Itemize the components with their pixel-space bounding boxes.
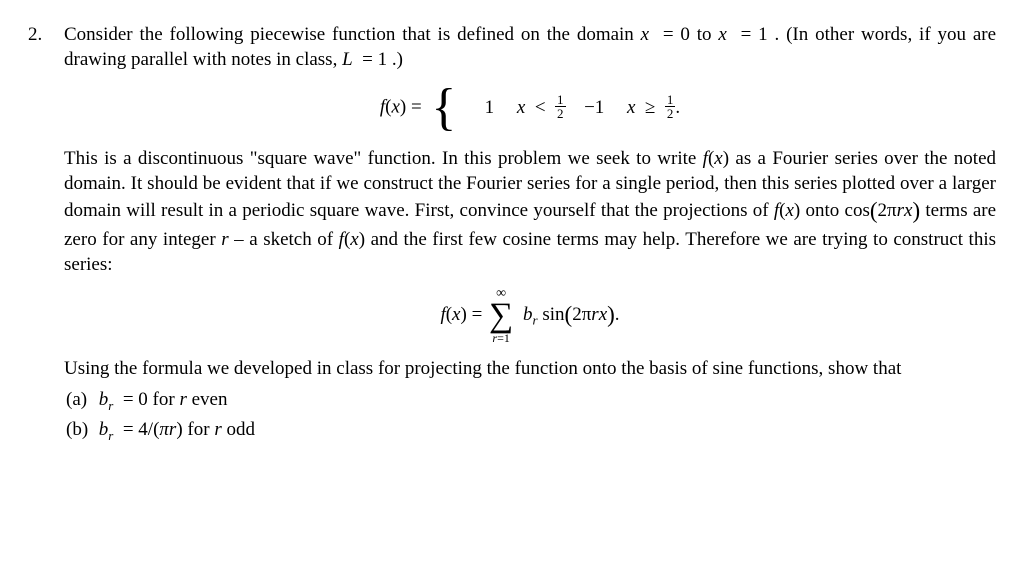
var-x: x [627, 97, 635, 118]
den: 2 [665, 106, 676, 120]
eq1: =1 [497, 331, 510, 345]
problem-number: 2. [28, 22, 64, 447]
var-x: x [350, 229, 358, 250]
var-r: r [214, 419, 221, 440]
math-L: L [342, 49, 353, 70]
part-a: (a) br = 0 for r even [66, 387, 996, 414]
part-b: (b) br = 4/(πr) for r odd [66, 417, 996, 444]
cos: cos [845, 200, 870, 221]
para-3: Using the formula we developed in class … [64, 356, 996, 381]
case-2: −1 x ≥ 12. [570, 97, 680, 118]
rx: rx [591, 304, 607, 325]
var-x: x [714, 148, 722, 169]
period: . [675, 97, 680, 118]
text: for [187, 419, 214, 440]
problem-2: 2. Consider the following piecewise func… [28, 22, 996, 447]
text: for [153, 389, 180, 410]
var-r: r [221, 229, 228, 250]
eq: = [472, 304, 483, 325]
paren: ) [460, 304, 471, 325]
text: to [697, 24, 719, 45]
2pi: 2π [572, 304, 591, 325]
2pi: 2π [878, 200, 897, 221]
text [734, 24, 741, 45]
text: = 1 [741, 24, 768, 45]
cases: 1 x < 12 −1 x ≥ 12. [460, 95, 680, 122]
period: . [615, 304, 620, 325]
text: This is a discontinuous "square wave" fu… [64, 148, 703, 169]
sub-r: r [108, 428, 113, 443]
text [656, 24, 663, 45]
text: even [192, 389, 228, 410]
var-x: x [785, 200, 793, 221]
paren-eq: ) = [400, 97, 422, 118]
math-x: x [718, 24, 726, 45]
subparts: (a) br = 0 for r even (b) br = 4/(πr) fo… [66, 387, 996, 444]
b: b [523, 304, 533, 325]
var-x: x [391, 97, 399, 118]
den: 2 [555, 106, 566, 120]
pi: π [159, 419, 169, 440]
paren: ) [794, 200, 800, 221]
equation-piecewise: f(x) = { 1 x < 12 −1 x ≥ 12. [64, 82, 996, 134]
frac-half: 12 [665, 93, 676, 120]
paren: ) [912, 198, 920, 223]
equation-series: f(x) = ∞ ∑ r=1 br sin(2πrx). [64, 287, 996, 344]
paren: ) [723, 148, 729, 169]
text: = 1 [362, 49, 387, 70]
num: 1 [665, 93, 676, 106]
part-label: (a) [66, 387, 94, 412]
sigma-icon: ∑ [489, 301, 513, 331]
text: onto [805, 200, 844, 221]
text: = 0 [663, 24, 690, 45]
b: b [99, 419, 109, 440]
sum-lower: r=1 [489, 332, 513, 344]
rx: rx [897, 200, 913, 221]
text: – a sketch of [234, 229, 338, 250]
paren: ) [359, 229, 365, 250]
sub-r: r [108, 398, 113, 413]
case-1: 1 x < 12 [460, 97, 570, 118]
text: .) [392, 49, 403, 70]
eq: = 0 [123, 389, 148, 410]
problem-content: Consider the following piecewise functio… [64, 22, 996, 447]
b: b [99, 389, 109, 410]
para-1: Consider the following piecewise functio… [64, 22, 996, 72]
sin: sin [542, 304, 564, 325]
var-x: x [517, 97, 525, 118]
para-2: This is a discontinuous "square wave" fu… [64, 146, 996, 277]
sum-symbol: ∞ ∑ r=1 [489, 287, 513, 344]
part-label: (b) [66, 417, 94, 442]
op: ≥ [645, 97, 655, 118]
sub-r: r [533, 312, 538, 327]
var-r: r [179, 389, 186, 410]
paren: ) [176, 419, 182, 440]
text: odd [226, 419, 255, 440]
case-val: 1 [460, 95, 494, 121]
num: 1 [555, 93, 566, 106]
paren: ) [607, 302, 615, 327]
text: Consider the following piecewise functio… [64, 24, 641, 45]
math-x: x [641, 24, 649, 45]
op: < [535, 97, 546, 118]
left-brace: { [431, 82, 456, 134]
paren: ( [870, 198, 878, 223]
text: Using the formula we developed in class … [64, 358, 901, 379]
case-val: −1 [570, 95, 604, 121]
eq: = 4 [123, 419, 148, 440]
frac-half: 12 [555, 93, 566, 120]
